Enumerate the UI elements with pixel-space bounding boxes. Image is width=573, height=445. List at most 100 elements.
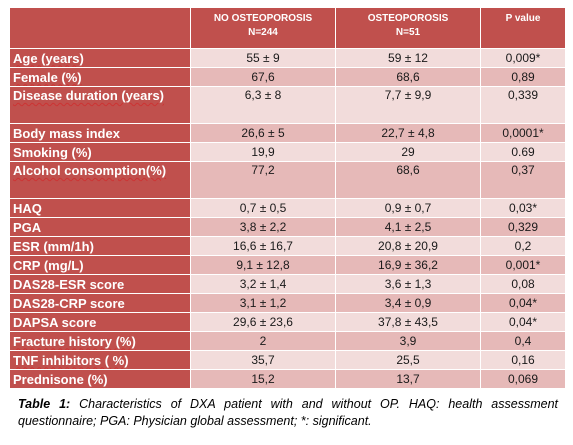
no-osteoporosis-value: 2 <box>190 331 336 351</box>
header-no-osteoporosis: NO OSTEOPOROSIS N=244 <box>190 7 336 49</box>
osteoporosis-value: 3,4 ± 0,9 <box>335 293 481 313</box>
characteristics-table-container: NO OSTEOPOROSIS N=244 OSTEOPOROSIS N=51 … <box>9 7 566 389</box>
header-osteoporosis-title: OSTEOPOROSIS <box>367 13 449 24</box>
row-label: Smoking (%) <box>13 144 92 160</box>
table-row: TNF inhibitors ( %) 35,7 25,5 0,16 <box>9 350 566 370</box>
row-label: Female (%) <box>13 69 82 85</box>
row-label: CRP (mg/L) <box>13 257 84 273</box>
header-osteoporosis-n: N=51 <box>395 27 421 38</box>
no-osteoporosis-value: 67,6 <box>190 67 336 87</box>
no-osteoporosis-value: 29,6 ± 23,6 <box>190 312 336 332</box>
row-label-cell: Prednisone (%) <box>9 369 191 389</box>
p-value: 0,339 <box>480 86 566 124</box>
row-label: DAS28-ESR score <box>13 276 125 292</box>
p-value: 0,03* <box>480 198 566 218</box>
no-osteoporosis-value: 9,1 ± 12,8 <box>190 255 336 275</box>
row-label: PGA <box>13 219 42 235</box>
osteoporosis-value: 68,6 <box>335 161 481 199</box>
table-header-row: NO OSTEOPOROSIS N=244 OSTEOPOROSIS N=51 … <box>9 7 566 49</box>
p-value: 0,0001* <box>480 123 566 143</box>
no-osteoporosis-value: 77,2 <box>190 161 336 199</box>
p-value: 0,37 <box>480 161 566 199</box>
table-row: PGA 3,8 ± 2,2 4,1 ± 2,5 0,329 <box>9 217 566 237</box>
table-row: Prednisone (%) 15,2 13,7 0,069 <box>9 369 566 389</box>
row-label-cell: TNF inhibitors ( %) <box>9 350 191 370</box>
row-label: ESR (mm/1h) <box>13 238 94 254</box>
row-label: Fracture history (%) <box>13 333 136 349</box>
osteoporosis-value: 4,1 ± 2,5 <box>335 217 481 237</box>
p-value: 0,069 <box>480 369 566 389</box>
row-label: Disease duration (years) <box>13 88 165 103</box>
osteoporosis-value: 0,9 ± 0,7 <box>335 198 481 218</box>
no-osteoporosis-value: 3,1 ± 1,2 <box>190 293 336 313</box>
no-osteoporosis-value: 6,3 ± 8 <box>190 86 336 124</box>
osteoporosis-value: 37,8 ± 43,5 <box>335 312 481 332</box>
osteoporosis-value: 59 ± 12 <box>335 48 481 68</box>
row-label-cell: Alcohol consomption(%) <box>9 161 191 199</box>
header-p-value-title: P value <box>505 13 541 24</box>
row-label: DAS28-CRP score <box>13 295 125 311</box>
table-row: Female (%) 67,6 68,6 0,89 <box>9 67 566 87</box>
row-label: Prednisone (%) <box>13 371 108 387</box>
characteristics-table: NO OSTEOPOROSIS N=244 OSTEOPOROSIS N=51 … <box>9 7 566 389</box>
p-value: 0,009* <box>480 48 566 68</box>
row-label-cell: ESR (mm/1h) <box>9 236 191 256</box>
p-value: 0,16 <box>480 350 566 370</box>
header-empty-cell <box>9 7 191 49</box>
row-label-cell: HAQ <box>9 198 191 218</box>
table-row: DAS28-CRP score 3,1 ± 1,2 3,4 ± 0,9 0,04* <box>9 293 566 313</box>
no-osteoporosis-value: 26,6 ± 5 <box>190 123 336 143</box>
row-label-cell: Smoking (%) <box>9 142 191 162</box>
p-value: 0,001* <box>480 255 566 275</box>
row-label-cell: Age (years) <box>9 48 191 68</box>
row-label-cell: DAS28-CRP score <box>9 293 191 313</box>
osteoporosis-value: 29 <box>335 142 481 162</box>
p-value: 0.69 <box>480 142 566 162</box>
osteoporosis-value: 68,6 <box>335 67 481 87</box>
no-osteoporosis-value: 3,8 ± 2,2 <box>190 217 336 237</box>
table-row: HAQ 0,7 ± 0,5 0,9 ± 0,7 0,03* <box>9 198 566 218</box>
osteoporosis-value: 25,5 <box>335 350 481 370</box>
osteoporosis-value: 13,7 <box>335 369 481 389</box>
row-label-cell: Female (%) <box>9 67 191 87</box>
row-label-cell: DAS28-ESR score <box>9 274 191 294</box>
caption-lead: Table 1: <box>18 397 71 411</box>
table-row: Fracture history (%) 2 3,9 0,4 <box>9 331 566 351</box>
header-no-osteoporosis-title: NO OSTEOPOROSIS <box>213 13 313 24</box>
table-row: Alcohol consomption(%) 77,2 68,6 0,37 <box>9 161 566 199</box>
p-value: 0,04* <box>480 312 566 332</box>
row-label-cell: CRP (mg/L) <box>9 255 191 275</box>
row-label: Body mass index <box>13 125 120 141</box>
table-caption: Table 1: Characteristics of DXA patient … <box>18 396 558 430</box>
table-row: Smoking (%) 19,9 29 0.69 <box>9 142 566 162</box>
no-osteoporosis-value: 55 ± 9 <box>190 48 336 68</box>
row-label: HAQ <box>13 200 42 216</box>
row-label: Age (years) <box>13 50 84 66</box>
row-label-cell: Disease duration (years) <box>9 86 191 124</box>
row-label-cell: DAPSA score <box>9 312 191 332</box>
table-row: Body mass index 26,6 ± 5 22,7 ± 4,8 0,0001* <box>9 123 566 143</box>
p-value: 0,08 <box>480 274 566 294</box>
row-label: Alcohol consomption(%) <box>13 163 167 178</box>
no-osteoporosis-value: 16,6 ± 16,7 <box>190 236 336 256</box>
header-no-osteoporosis-n: N=244 <box>248 27 278 38</box>
p-value: 0,4 <box>480 331 566 351</box>
table-body: Age (years) 55 ± 9 59 ± 12 0,009* Female (%)… <box>9 48 566 389</box>
row-label-cell: PGA <box>9 217 191 237</box>
osteoporosis-value: 3,9 <box>335 331 481 351</box>
no-osteoporosis-value: 0,7 ± 0,5 <box>190 198 336 218</box>
p-value: 0,89 <box>480 67 566 87</box>
row-label: TNF inhibitors ( %) <box>13 352 129 368</box>
osteoporosis-value: 20,8 ± 20,9 <box>335 236 481 256</box>
no-osteoporosis-value: 35,7 <box>190 350 336 370</box>
osteoporosis-value: 3,6 ± 1,3 <box>335 274 481 294</box>
osteoporosis-value: 7,7 ± 9,9 <box>335 86 481 124</box>
header-osteoporosis: OSTEOPOROSIS N=51 <box>335 7 481 49</box>
p-value: 0,329 <box>480 217 566 237</box>
table-row: DAS28-ESR score 3,2 ± 1,4 3,6 ± 1,3 0,08 <box>9 274 566 294</box>
osteoporosis-value: 16,9 ± 36,2 <box>335 255 481 275</box>
header-p-value: P value <box>480 7 566 49</box>
row-label: DAPSA score <box>13 314 97 330</box>
table-row: ESR (mm/1h) 16,6 ± 16,7 20,8 ± 20,9 0,2 <box>9 236 566 256</box>
row-label-cell: Fracture history (%) <box>9 331 191 351</box>
